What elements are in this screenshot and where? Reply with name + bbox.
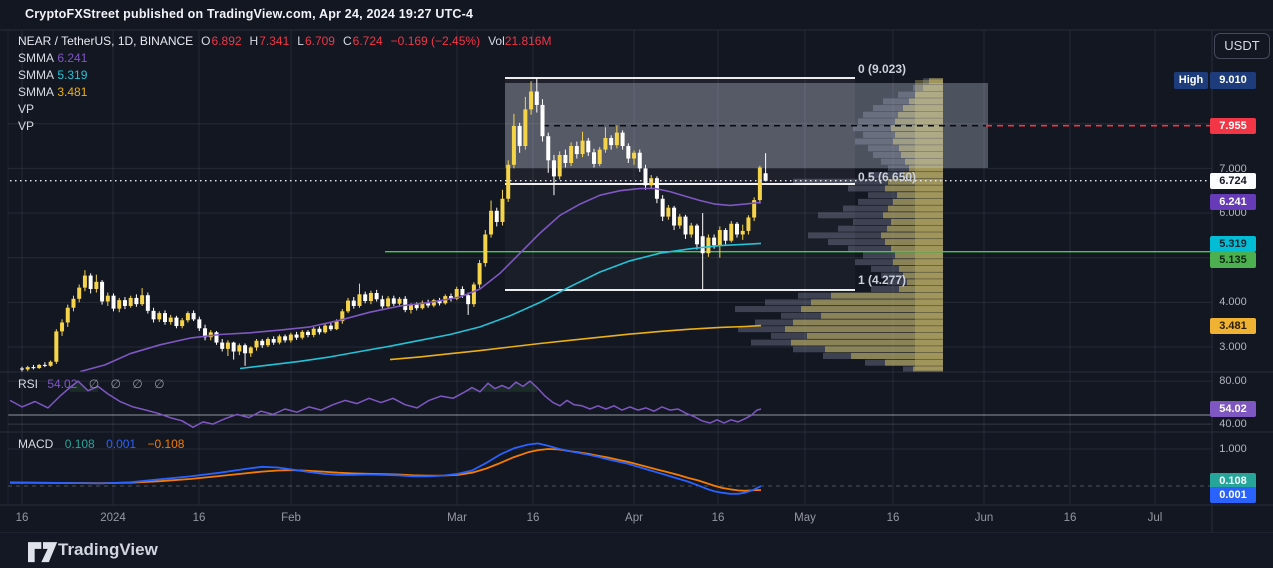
time-tick-feb: Feb <box>281 512 301 524</box>
rsi-value-badge: 54.02 <box>1210 401 1256 417</box>
time-tick-mar: Mar <box>447 512 467 524</box>
smma2-price-badge: 5.319 <box>1210 236 1256 252</box>
currency-toggle-button[interactable]: USDT <box>1214 33 1270 59</box>
price-tick-6000: 6.000 <box>1219 207 1247 219</box>
macd-tick-1000: 1.000 <box>1219 443 1247 455</box>
indicator-row-smma2[interactable]: SMMA 5.319 <box>18 68 88 82</box>
footer-bar: TradingView <box>0 533 1273 568</box>
rsi-tick-40: 40.00 <box>1219 418 1247 430</box>
price-tick-4000: 4.000 <box>1219 296 1247 308</box>
macd-label: MACD <box>18 437 54 451</box>
macd-legend[interactable]: MACD 0.108 0.001 −0.108 <box>18 437 184 451</box>
ohlc-low-value: 6.709 <box>304 34 335 48</box>
rsi-value: 54.02 <box>47 377 78 391</box>
macd-signal-value: −0.108 <box>147 437 185 451</box>
ohlc-open-key: O <box>201 34 211 48</box>
time-tick-apr: Apr <box>625 512 643 524</box>
symbol-title-row[interactable]: NEAR / TetherUS, 1D, BINANCE O6.892 H7.341… <box>18 33 551 50</box>
time-tick-jun16: 16 <box>1063 512 1077 524</box>
change-value: −0.169 (−2.45%) <box>390 34 481 48</box>
symbol-legend: NEAR / TetherUS, 1D, BINANCE O6.892 H7.341… <box>18 33 551 135</box>
ohlc-open-value: 6.892 <box>211 34 242 48</box>
ohlc-high-key: H <box>249 34 259 48</box>
time-tick-dec16: 16 <box>15 512 29 524</box>
ohlc-high-value: 7.341 <box>259 34 290 48</box>
current-price-badge: 6.724 <box>1210 173 1256 189</box>
volume-value: 21.816M <box>504 34 552 48</box>
macd-line-value: 0.001 <box>106 437 137 451</box>
smma3-price-badge: 3.481 <box>1210 318 1256 334</box>
price-tick-7000: 7.000 <box>1219 163 1247 175</box>
rsi-empty-inputs: ∅ ∅ ∅ ∅ <box>88 377 169 391</box>
time-tick-mar16: 16 <box>526 512 540 524</box>
time-tick-2024: 2024 <box>100 512 126 524</box>
macd-hist-badge: 0.108 <box>1210 473 1256 489</box>
price-badge-7955: 7.955 <box>1210 118 1256 134</box>
fib-level-1-label[interactable]: 1 (4.277) <box>858 273 907 287</box>
time-tick-may: May <box>794 512 816 524</box>
time-tick-apr16: 16 <box>711 512 725 524</box>
tradingview-logo-icon[interactable] <box>28 542 58 564</box>
ohlc-low-key: L <box>297 34 304 48</box>
time-tick-jan16: 16 <box>192 512 206 524</box>
symbol-name: NEAR / TetherUS, 1D, BINANCE <box>18 34 194 48</box>
indicator-row-smma3[interactable]: SMMA 3.481 <box>18 85 88 99</box>
tradingview-brand-text[interactable]: TradingView <box>58 540 158 559</box>
high-marker-value: 9.010 <box>1210 72 1256 89</box>
price-tick-3000: 3.000 <box>1219 341 1247 353</box>
smma2-value: 5.319 <box>57 68 88 82</box>
ohlc-close-key: C <box>342 34 352 48</box>
time-tick-jul: Jul <box>1147 512 1163 524</box>
smma3-value: 3.481 <box>57 85 88 99</box>
macd-hist-value: 0.108 <box>64 437 95 451</box>
smma1-price-badge: 6.241 <box>1210 194 1256 210</box>
publisher-watermark: CryptoFXStreet published on TradingView.… <box>25 7 474 21</box>
high-marker-label: High <box>1174 72 1208 89</box>
time-tick-may16: 16 <box>886 512 900 524</box>
support-price-badge: 5.135 <box>1210 252 1256 268</box>
fib-level-05-label[interactable]: 0.5 (6.650) <box>858 170 917 184</box>
time-axis[interactable]: 16 2024 16 Feb Mar 16 Apr 16 May 16 Jun … <box>0 505 1273 533</box>
rsi-label: RSI <box>18 377 39 391</box>
rsi-legend[interactable]: RSI 54.02 ∅ ∅ ∅ ∅ <box>18 377 169 391</box>
time-tick-jun: Jun <box>974 512 994 524</box>
indicator-row-vp1[interactable]: VP <box>18 102 35 116</box>
volume-key: Vol <box>488 34 505 48</box>
macd-line-badge: 0.001 <box>1210 487 1256 503</box>
indicator-row-vp2[interactable]: VP <box>18 119 35 133</box>
indicator-row-smma1[interactable]: SMMA 6.241 <box>18 51 88 65</box>
rsi-tick-80: 80.00 <box>1219 375 1247 387</box>
smma1-value: 6.241 <box>57 51 88 65</box>
fib-level-0-label[interactable]: 0 (9.023) <box>858 62 907 76</box>
ohlc-close-value: 6.724 <box>352 34 383 48</box>
